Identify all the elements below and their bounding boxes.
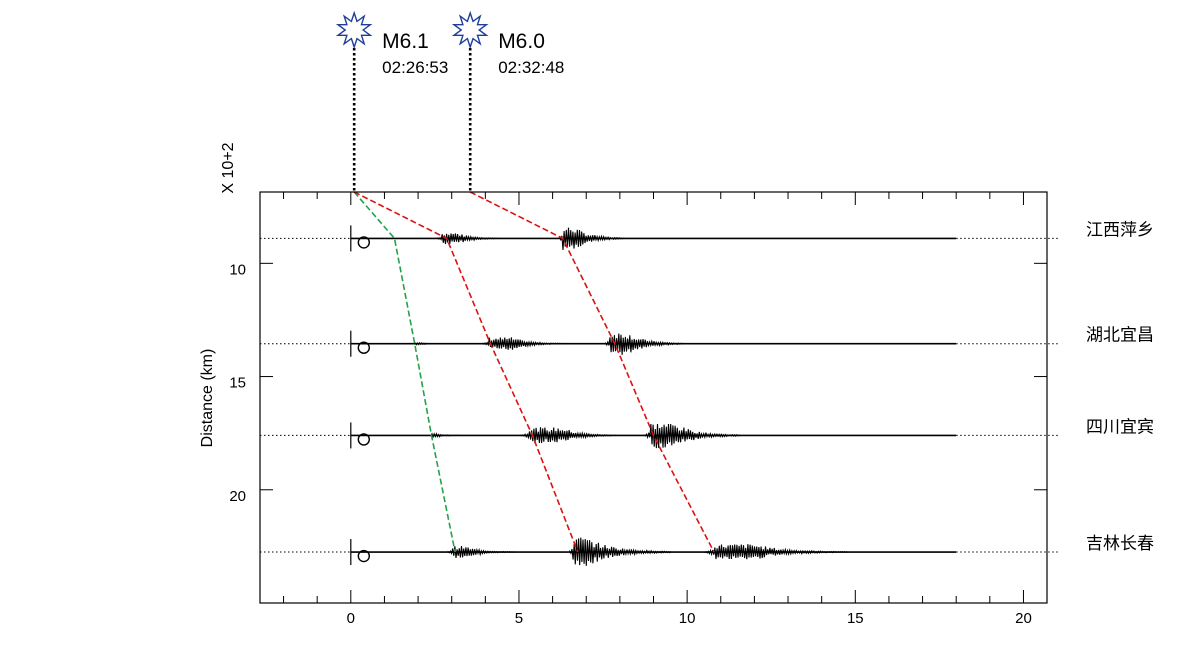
seismic-traces <box>412 227 849 566</box>
station-label: 吉林长春 <box>1086 534 1154 553</box>
phase-arrival-line <box>353 191 456 553</box>
y-axis-multiplier: X 10+2 <box>220 142 237 193</box>
x-tick-label: 20 <box>1015 610 1032 627</box>
trace-start-circle <box>357 433 371 446</box>
y-tick-label: 15 <box>229 375 246 392</box>
trace-baselines <box>260 237 1060 553</box>
station-label: 四川宜宾 <box>1086 417 1154 436</box>
trace-start-circle <box>357 236 371 249</box>
x-tick-label: 10 <box>679 610 696 627</box>
event-annotations: M6.1 02:26:53 M6.0 02:32:48 <box>335 10 564 77</box>
x-tick-label: 15 <box>847 610 864 627</box>
x-tick-label: 0 <box>347 610 355 627</box>
epicenter-star-icon <box>451 10 489 50</box>
y-tick-label: 10 <box>229 261 246 278</box>
epicenter-star-icon <box>335 10 373 50</box>
event-magnitude: M6.0 <box>498 30 545 53</box>
event-origin-lines <box>352 38 472 192</box>
trace-start-circle <box>357 549 371 563</box>
phase-arrival-lines <box>353 191 715 553</box>
y-axis-title: Distance (km) <box>199 349 216 448</box>
trace-start-circle <box>357 341 371 354</box>
phase-arrival-line <box>353 191 579 553</box>
phase-arrival-line <box>469 191 715 553</box>
event-magnitude: M6.1 <box>382 30 429 53</box>
station-label: 湖北宜昌 <box>1086 326 1154 345</box>
plot-frame <box>259 191 1048 604</box>
trace-start-markers <box>350 225 371 566</box>
event-time: 02:32:48 <box>498 58 564 77</box>
y-tick-label: 20 <box>229 488 246 505</box>
x-tick-label: 5 <box>515 610 523 627</box>
axes: 0 5 10 15 20 10 15 20 <box>229 192 1047 627</box>
station-label: 江西萍乡 <box>1086 220 1154 239</box>
event-time: 02:26:53 <box>382 58 448 77</box>
